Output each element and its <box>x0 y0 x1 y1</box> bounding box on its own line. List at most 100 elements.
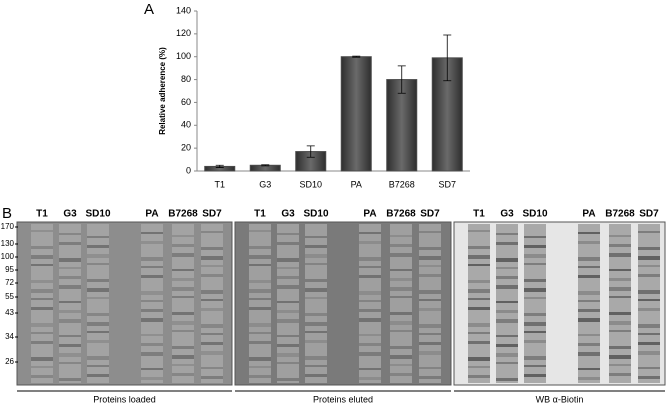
gel-band <box>31 341 53 344</box>
gel-band <box>468 298 490 300</box>
gel-band <box>172 269 194 271</box>
gel-band <box>419 299 441 301</box>
gel-band <box>638 324 660 328</box>
gel-band <box>305 356 327 360</box>
gel-band <box>31 323 53 327</box>
panel-label: B <box>2 205 12 222</box>
gel-band <box>390 355 412 359</box>
gel-band <box>305 340 327 343</box>
gel-band <box>390 235 412 237</box>
gel-band <box>201 231 223 233</box>
gel-band <box>141 266 163 268</box>
gel-band <box>496 319 518 323</box>
y-axis-label: Relative adherence (%) <box>158 47 167 135</box>
marker-label: 43 <box>5 308 14 317</box>
lane-label: T1 <box>473 209 485 220</box>
gel-band <box>87 356 109 360</box>
gel-band <box>468 332 490 334</box>
gel-band <box>609 373 631 376</box>
gel-band <box>141 232 163 234</box>
gel-band <box>578 318 600 322</box>
gel-band <box>277 378 299 381</box>
gel-band <box>419 351 441 355</box>
gel-band <box>609 330 631 332</box>
gel-band <box>496 276 518 279</box>
gel-band <box>419 290 441 294</box>
lane-label: B7268 <box>386 209 416 220</box>
gel-band <box>141 318 163 322</box>
gel-band <box>277 276 299 279</box>
gel-band <box>141 352 163 356</box>
lane-label: G3 <box>281 209 295 220</box>
gel-band <box>524 313 546 316</box>
gel-band <box>172 253 194 257</box>
gel-band <box>468 307 490 310</box>
gel-band <box>305 245 327 248</box>
gel-band <box>277 310 299 313</box>
gel-band <box>578 275 600 278</box>
gel-band <box>359 352 381 356</box>
gel-band <box>201 376 223 379</box>
gel-band <box>277 258 299 262</box>
y-tick-label: 100 <box>176 51 191 61</box>
gel-band <box>638 333 660 335</box>
gel-band <box>31 264 53 266</box>
gel-band <box>524 288 546 292</box>
gel-band <box>141 300 163 302</box>
gel-band <box>609 287 631 291</box>
gel-band <box>638 247 660 250</box>
gel-band <box>638 256 660 260</box>
gel-band <box>305 374 327 377</box>
gel-band <box>277 267 299 269</box>
gel-band <box>609 355 631 359</box>
gel-band <box>172 330 194 332</box>
gel-band <box>390 312 412 315</box>
gel-band <box>172 235 194 237</box>
gel-band <box>59 344 81 347</box>
gel-band <box>578 300 600 302</box>
gel-band <box>87 365 109 367</box>
gel-band <box>201 308 223 311</box>
lane-label: SD7 <box>639 209 659 220</box>
gel-lane <box>277 224 299 383</box>
gel-lane <box>468 224 490 383</box>
gel-band <box>172 321 194 325</box>
gel-band <box>419 342 441 345</box>
gel-band <box>359 275 381 278</box>
gel-band <box>172 296 194 298</box>
y-tick-label: 0 <box>186 165 191 175</box>
gel-band <box>87 313 109 316</box>
gel-band <box>390 321 412 325</box>
gel-band <box>305 331 327 333</box>
lane-label: PA <box>145 209 158 220</box>
gel-band <box>201 274 223 277</box>
gel-band <box>249 255 271 259</box>
panel-label: A <box>144 1 154 18</box>
gel-lane <box>59 224 81 383</box>
gel-band <box>277 344 299 347</box>
gel-band <box>172 364 194 366</box>
gel-band <box>468 280 490 283</box>
gel-band <box>359 368 381 370</box>
marker-label: 55 <box>5 292 14 301</box>
y-tick-label: 120 <box>176 28 191 38</box>
gel-band <box>249 230 271 232</box>
gel-band <box>59 242 81 245</box>
gel-band <box>249 375 271 378</box>
gel-band <box>524 340 546 343</box>
lane-label: T1 <box>254 209 266 220</box>
gel-band <box>172 312 194 315</box>
gel-band <box>305 297 327 299</box>
gel-band <box>249 357 271 361</box>
gel-lane <box>172 224 194 383</box>
marker-label: 170 <box>1 222 15 231</box>
y-tick-label: 140 <box>176 5 191 15</box>
gel-band <box>468 323 490 327</box>
gel-band <box>638 351 660 355</box>
gel-band <box>468 289 490 293</box>
gel-band <box>609 321 631 325</box>
gel-band <box>419 247 441 250</box>
gel-band <box>59 285 81 289</box>
gel-band <box>31 230 53 232</box>
gel-band <box>59 301 81 303</box>
